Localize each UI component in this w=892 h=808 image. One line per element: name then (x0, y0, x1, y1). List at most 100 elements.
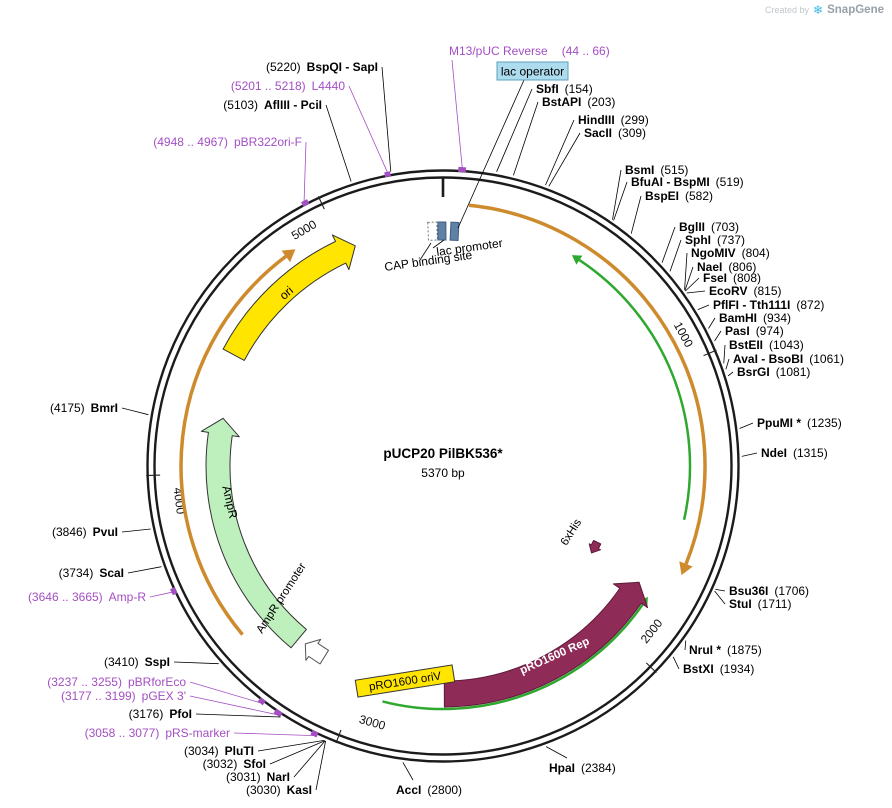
site-label-pbrforeco[interactable]: (3237 .. 3255) pBRforEco (47, 675, 186, 689)
watermark-brand: SnapGene (827, 4, 884, 16)
leader-hpai (545, 746, 568, 759)
site-label-pvui[interactable]: (3846) PvuI (52, 525, 118, 539)
site-label-pluti[interactable]: (3034) PluTI (184, 744, 254, 758)
leader-ngomiv (684, 252, 688, 290)
pbrforeco-tick[interactable] (257, 697, 266, 706)
site-label-bstxi[interactable]: BstXI (1934) (683, 662, 754, 676)
site-label-pasi[interactable]: PasI (974) (725, 324, 784, 338)
ori-arrow[interactable] (222, 234, 356, 361)
lac-operator-glyph[interactable] (449, 221, 460, 242)
site-label-nrui[interactable]: NruI * (1875) (689, 643, 762, 657)
site-label-stui[interactable]: StuI (1711) (729, 597, 791, 611)
rep-arrow[interactable] (443, 581, 649, 708)
leader-kasi (315, 740, 326, 791)
leader-sbfi (496, 88, 533, 172)
ampr-arrow[interactable] (200, 417, 307, 649)
leader-naei (684, 266, 694, 291)
site-label-sacii[interactable]: SacII (309) (584, 126, 646, 140)
tick-2000 (645, 662, 657, 673)
m13-puc-reverse-tick[interactable] (458, 166, 467, 173)
site-label-bamhi[interactable]: BamHI (934) (719, 311, 791, 325)
green-arc-bottom[interactable] (382, 603, 644, 711)
snapgene-logo-icon: ❄ (813, 3, 824, 17)
backbone-outer-circle (146, 169, 740, 763)
cds-arc-right[interactable] (468, 203, 707, 565)
site-label-sspi[interactable]: (3410) SspI (104, 655, 170, 669)
site-label-amp-r[interactable]: (3646 .. 3665) Amp-R (28, 590, 146, 604)
site-label-nari[interactable]: (3031) NarI (226, 770, 290, 784)
tick-3000 (335, 729, 342, 744)
site-label-kasi[interactable]: (3030) KasI (246, 783, 312, 797)
leader-bglii (661, 226, 676, 263)
lac-operator-highlight-box[interactable] (496, 61, 569, 81)
plasmid-name: pUCP20 PilBK536* (383, 446, 503, 461)
amp-r-tick[interactable] (170, 587, 178, 596)
leader-nari (293, 740, 326, 778)
site-label-ndei[interactable]: NdeI (1315) (761, 446, 828, 460)
site-label-sphi[interactable]: SphI (737) (685, 233, 745, 247)
site-label-bmri[interactable]: (4175) BmrI (50, 401, 118, 415)
leader-bstapi (513, 101, 539, 176)
leader-avai-bsobi (725, 358, 730, 370)
site-label-bspei[interactable]: BspEI (582) (645, 189, 713, 203)
cds-arc-left[interactable] (179, 255, 287, 636)
lac-promoter-leader (432, 239, 445, 249)
green-arc-right[interactable] (578, 259, 692, 521)
tick-4000 (146, 474, 161, 477)
cap-binding-site-label[interactable]: CAP binding site (383, 248, 473, 274)
pbr322ori-f-tick[interactable] (301, 199, 310, 207)
site-label-pfoi[interactable]: (3176) PfoI (129, 707, 192, 721)
site-label-sfoi[interactable]: (3032) SfoI (203, 757, 266, 771)
prs-marker-tick[interactable] (310, 730, 319, 738)
site-label-prs-marker[interactable]: (3058 .. 3077) pRS-marker (85, 726, 230, 740)
site-label-hindiii[interactable]: HindIII (299) (578, 113, 649, 127)
his-tag-arrow[interactable] (588, 540, 602, 554)
his-label[interactable]: 6xHis (559, 517, 585, 548)
site-label-pflfi-tth111i[interactable]: PflFI - Tth111I (872) (713, 298, 824, 312)
site-label-afliii-pcii[interactable]: (5103) AflIII - PciI (223, 98, 322, 112)
site-label-bsmi[interactable]: BsmI (515) (625, 163, 688, 177)
lac-promoter-glyph[interactable] (437, 221, 447, 241)
site-label-ppumi[interactable]: PpuMI * (1235) (757, 416, 842, 430)
site-label-l4440[interactable]: (5201 .. 5218) L4440 (231, 79, 345, 93)
tick-label-5000: 5000 (289, 217, 319, 243)
site-label-ecorv[interactable]: EcoRV (815) (709, 284, 781, 298)
pgex-3-tick[interactable] (273, 708, 283, 718)
site-label-bspqi-sapi[interactable]: (5220) BspQI - SapI (266, 60, 378, 74)
site-label-ngomiv[interactable]: NgoMIV (804) (691, 246, 770, 260)
lac-operator-label[interactable]: lac operator (501, 65, 564, 79)
site-label-acci[interactable]: AccI (2800) (396, 783, 462, 797)
site-label-bstapi[interactable]: BstAPI (203) (542, 95, 615, 109)
site-label-pgex-3[interactable]: (3177 .. 3199) pGEX 3' (61, 689, 186, 703)
leader-pluti (257, 740, 325, 752)
oriv-box[interactable] (354, 664, 456, 698)
leader-ndei (741, 452, 758, 457)
cap-binding-site-glyph[interactable] (427, 221, 439, 241)
site-label-bglii[interactable]: BglII (703) (679, 220, 739, 234)
l4440-tick[interactable] (384, 171, 391, 178)
site-label-bsteii[interactable]: BstEII (1043) (729, 338, 804, 352)
leader-bstxi (672, 656, 680, 670)
leader-m13-puc-reverse (451, 59, 463, 168)
site-label-scai[interactable]: (3734) ScaI (59, 566, 124, 580)
site-label-fsei[interactable]: FseI (808) (703, 271, 761, 285)
site-label-avai-bsobi[interactable]: AvaI - BsoBI (1061) (733, 352, 844, 366)
site-label-m13-puc-reverse[interactable]: M13/pUC Reverse (44 .. 66) (449, 44, 610, 58)
site-label-naei[interactable]: NaeI (806) (697, 260, 756, 274)
site-label-hpai[interactable]: HpaI (2384) (549, 761, 616, 775)
leader-bamhi (708, 317, 716, 329)
lac-operator-leader (457, 79, 525, 229)
plasmid-size: 5370 bp (421, 466, 465, 480)
site-label-bsrgi[interactable]: BsrGI (1081) (737, 365, 810, 379)
ampr-promoter-arrow[interactable] (304, 638, 329, 665)
leader-pbr322ori-f (303, 141, 307, 202)
leader-bsrgi (727, 371, 734, 377)
site-label-sbfi[interactable]: SbfI (154) (536, 82, 593, 96)
leader-bsteii (723, 344, 726, 364)
leader-afliii-pcii (325, 104, 352, 182)
cds-arc-right-head (679, 561, 693, 576)
leader-ecorv (686, 290, 706, 294)
site-label-bfuai-bspmi[interactable]: BfuAI - BspMI (519) (631, 175, 744, 189)
site-label-pbr322ori-f[interactable]: (4948 .. 4967) pBR322ori-F (153, 135, 302, 149)
site-label-bsu36i[interactable]: Bsu36I (1706) (729, 584, 809, 598)
